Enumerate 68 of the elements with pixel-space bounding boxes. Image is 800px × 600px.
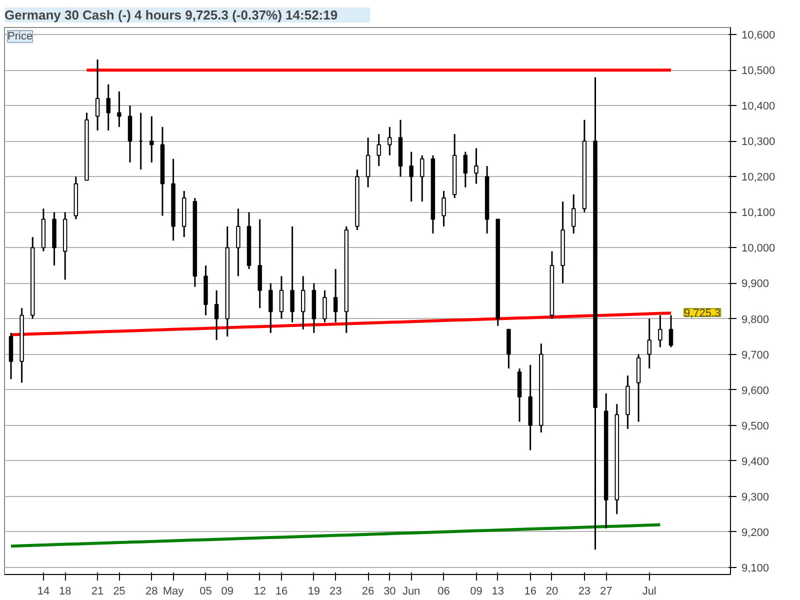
y-tick-label: 9,200 xyxy=(742,526,770,539)
candlestick xyxy=(301,275,306,330)
candlestick xyxy=(290,226,294,324)
candlestick xyxy=(236,208,240,277)
x-tick-label: 16 xyxy=(524,586,536,598)
candlestick xyxy=(95,58,100,132)
x-tick-label: 18 xyxy=(58,586,72,598)
x-tick-label: 26 xyxy=(362,586,374,598)
y-tick-label: 9,500 xyxy=(742,420,770,432)
candlestick xyxy=(647,318,652,370)
candlestick xyxy=(333,268,338,324)
candlestick xyxy=(474,148,478,185)
candlestick xyxy=(117,90,122,128)
x-tick-label: 05 xyxy=(200,586,212,598)
candlestick xyxy=(106,84,110,132)
x-tick-label: May xyxy=(162,586,184,598)
chart-title: Germany 30 Cash (-) 4 hours 9,725.3 (-0.37%) 14:52:19 xyxy=(4,8,338,22)
x-tick-label: 25 xyxy=(113,586,126,598)
x-tick-label: 20 xyxy=(546,586,558,598)
candlestick xyxy=(376,133,381,167)
x-tick-label: Jun xyxy=(402,586,420,598)
x-tick-label: 27 xyxy=(600,586,612,598)
candlestick xyxy=(420,154,424,202)
line-series xyxy=(9,523,662,548)
candlestick xyxy=(388,126,392,156)
y-tick-label: 9,400 xyxy=(742,456,770,468)
x-tick-label: Jul xyxy=(642,586,656,598)
x-tick-label: 30 xyxy=(384,586,396,598)
candlestick xyxy=(268,282,273,334)
candlestick xyxy=(668,314,674,348)
line-series xyxy=(9,312,672,336)
x-tick-label: 13 xyxy=(492,586,504,598)
x-tick-label: 23 xyxy=(578,586,591,598)
y-tick-label: 10,000 xyxy=(742,242,776,255)
candlestick xyxy=(279,275,284,320)
x-tick-label: 19 xyxy=(308,586,320,598)
y-tick-label: 9,800 xyxy=(742,314,770,326)
y-tick-label: 9,600 xyxy=(742,384,770,397)
y-tick-label: 10,100 xyxy=(742,207,776,220)
y-tick-label: 9,900 xyxy=(742,278,770,290)
candlestick xyxy=(150,116,154,164)
candlestick xyxy=(571,194,576,234)
candlestick xyxy=(463,151,468,188)
candlestick xyxy=(658,314,662,348)
y-tick-label: 10,600 xyxy=(742,30,776,42)
candlestick xyxy=(366,136,370,188)
x-tick-label: 21 xyxy=(91,586,104,598)
x-tick-label: 09 xyxy=(470,586,482,598)
y-tick-label: 10,200 xyxy=(742,172,776,184)
y-tick-label: 10,500 xyxy=(742,65,776,78)
y-tick-label: 10,400 xyxy=(742,100,776,113)
candlestick xyxy=(409,151,414,202)
candlestick xyxy=(214,290,219,341)
candlestick xyxy=(322,290,327,324)
x-tick-label: 14 xyxy=(37,586,50,598)
x-tick-label: 16 xyxy=(275,586,288,598)
x-tick-label: 23 xyxy=(329,586,342,598)
y-tick-label: 9,100 xyxy=(742,562,770,574)
y-tick-label: 9,700 xyxy=(742,349,770,362)
y-tick-label: 9,300 xyxy=(742,491,770,504)
y-axis-title: Price xyxy=(8,30,33,42)
x-tick-label: 28 xyxy=(146,586,158,598)
x-tick-label: 06 xyxy=(438,586,450,598)
y-tick-label: 10,300 xyxy=(742,136,776,148)
x-tick-label: 12 xyxy=(254,586,266,598)
x-tick-label: 09 xyxy=(221,586,234,598)
candlestick xyxy=(442,190,446,228)
text: 9,725.3 xyxy=(684,308,721,320)
